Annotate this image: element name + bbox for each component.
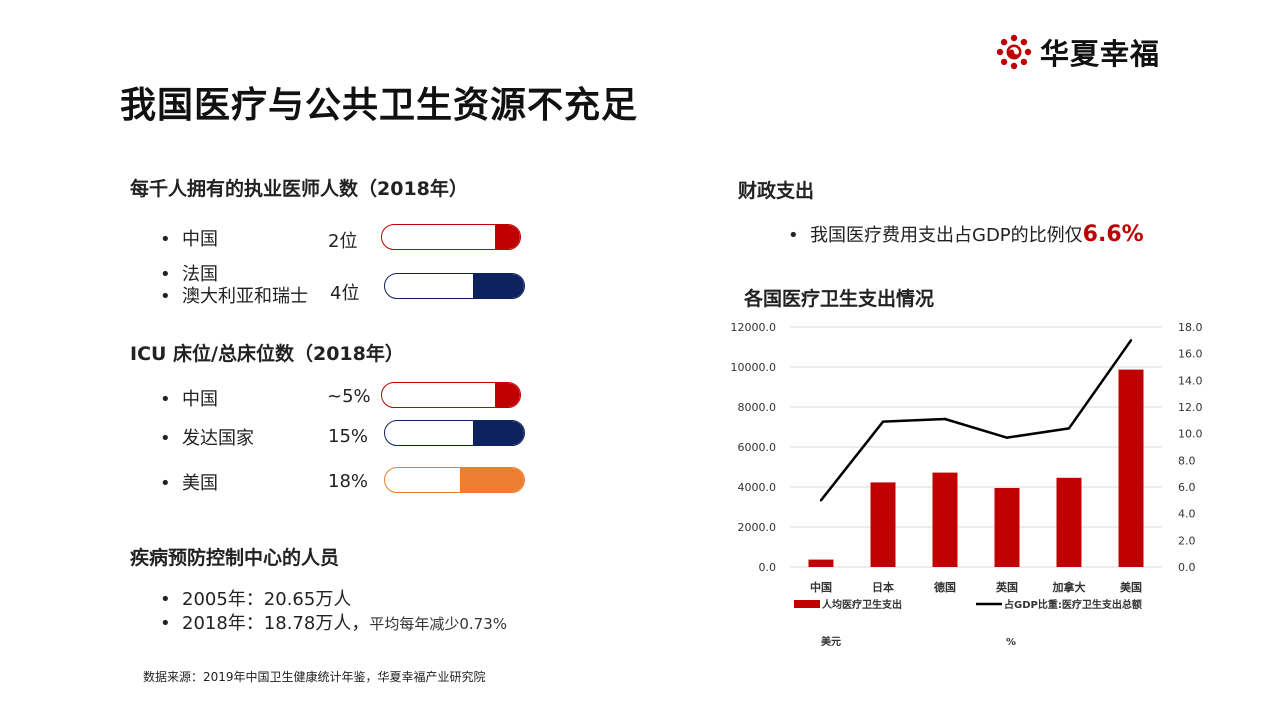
flower-logo-icon <box>996 34 1032 70</box>
y-left-tick-label: 6000.0 <box>738 441 777 454</box>
y-right-tick-label: 14.0 <box>1178 374 1203 387</box>
line-point <box>819 499 823 502</box>
y-right-tick-label: 6.0 <box>1178 481 1196 494</box>
icu-row-developed-label: • 发达国家 <box>160 428 254 449</box>
icu-row-china-value: ~5% <box>327 386 371 407</box>
icu-developed-bar-fill <box>472 421 524 445</box>
y-right-tick-label: 16.0 <box>1178 348 1203 361</box>
icu-china-bar <box>381 382 521 408</box>
chart-title: 各国医疗卫生支出情况 <box>744 288 935 310</box>
cdc-item-2018: • 2018年：18.78万人，平均每年减少0.73% <box>160 613 507 634</box>
y-right-tick-label: 0.0 <box>1178 561 1196 574</box>
series-line <box>820 339 1133 502</box>
line-point <box>943 417 947 421</box>
y-left-tick-label: 0.0 <box>759 561 777 574</box>
bar <box>1056 477 1082 567</box>
y-left-tick-label: 10000.0 <box>731 361 777 374</box>
brand-name: 华夏幸福 <box>1040 37 1161 71</box>
health-spending-chart: 0.0 2000.0 4000.0 6000.0 8000.0 10000.0 12000.… <box>731 321 1203 648</box>
doctors-row-china-value: 2位 <box>328 231 358 252</box>
doctors-developed-bar <box>384 273 525 299</box>
doctors-heading: 每千人拥有的执业医师人数（2018年） <box>130 178 468 200</box>
y-right-tick-label: 8.0 <box>1178 454 1196 467</box>
fiscal-bullet: • 我国医疗费用支出占GDP的比例仅6.6% <box>788 222 1144 247</box>
cdc-item-2018-note: 平均每年减少0.73% <box>369 615 507 633</box>
icu-row-usa-label: • 美国 <box>160 473 218 494</box>
data-source: 数据来源：2019年中国卫生健康统计年鉴，华夏幸福产业研究院 <box>143 670 486 684</box>
icu-usa-bar-fill <box>460 468 524 492</box>
y-left-tick-label: 8000.0 <box>738 401 777 414</box>
x-tick-label: 加拿大 <box>1052 580 1086 594</box>
brand-logo: 华夏幸福 <box>996 30 1160 74</box>
line-point <box>1005 436 1009 439</box>
x-tick-label: 德国 <box>933 580 956 594</box>
x-tick-label: 美国 <box>1120 580 1142 594</box>
bar <box>870 482 896 567</box>
icu-row-usa-value: 18% <box>328 471 369 492</box>
cdc-heading: 疾病预防控制中心的人员 <box>130 547 340 569</box>
line-point <box>881 420 885 423</box>
legend-bar-label: 人均医疗卫生支出 <box>822 598 902 611</box>
fiscal-heading: 财政支出 <box>738 180 815 202</box>
icu-heading: ICU 床位/总床位数（2018年） <box>130 343 404 365</box>
line-point <box>1067 427 1071 430</box>
legend-unit-right: % <box>1006 637 1016 648</box>
x-tick-label: 日本 <box>872 580 894 594</box>
y-left-tick-label: 12000.0 <box>731 321 777 334</box>
doctors-row-developed-label: • 法国 • 澳大利亚和瑞士 <box>160 264 308 307</box>
icu-row-developed-value: 15% <box>328 426 369 447</box>
doctors-row-developed-value: 4位 <box>330 283 360 304</box>
page-title: 我国医疗与公共卫生资源不充足 <box>120 85 639 126</box>
icu-row-china-label: • 中国 <box>160 389 218 410</box>
doctors-china-bar-fill <box>495 225 520 249</box>
y-right-tick-label: 2.0 <box>1178 534 1196 547</box>
cdc-item-2005: • 2005年：20.65万人 <box>160 589 352 610</box>
icu-developed-bar <box>384 420 525 446</box>
y-left-tick-label: 4000.0 <box>738 481 777 494</box>
icu-china-bar-fill <box>495 383 520 407</box>
bar <box>994 488 1020 567</box>
y-right-tick-label: 10.0 <box>1178 428 1203 441</box>
y-left-tick-label: 2000.0 <box>738 521 777 534</box>
doctors-row-china-label: • 中国 <box>160 229 218 250</box>
legend-bar-swatch <box>794 600 820 608</box>
bar <box>932 472 958 567</box>
icu-usa-bar <box>384 467 525 493</box>
bar <box>808 559 834 567</box>
fiscal-highlight: 6.6% <box>1082 222 1144 247</box>
x-tick-label: 英国 <box>995 580 1018 594</box>
line-point <box>1129 339 1133 342</box>
bar <box>1118 369 1144 567</box>
y-right-tick-label: 18.0 <box>1178 321 1203 334</box>
y-right-tick-label: 4.0 <box>1178 508 1196 521</box>
x-tick-label: 中国 <box>810 580 832 594</box>
legend-line-label: 占GDP比重:医疗卫生支出总额 <box>1004 598 1142 611</box>
doctors-developed-bar-fill <box>472 274 524 298</box>
legend-unit-left: 美元 <box>821 635 841 648</box>
y-right-tick-label: 12.0 <box>1178 401 1203 414</box>
doctors-china-bar <box>381 224 521 250</box>
